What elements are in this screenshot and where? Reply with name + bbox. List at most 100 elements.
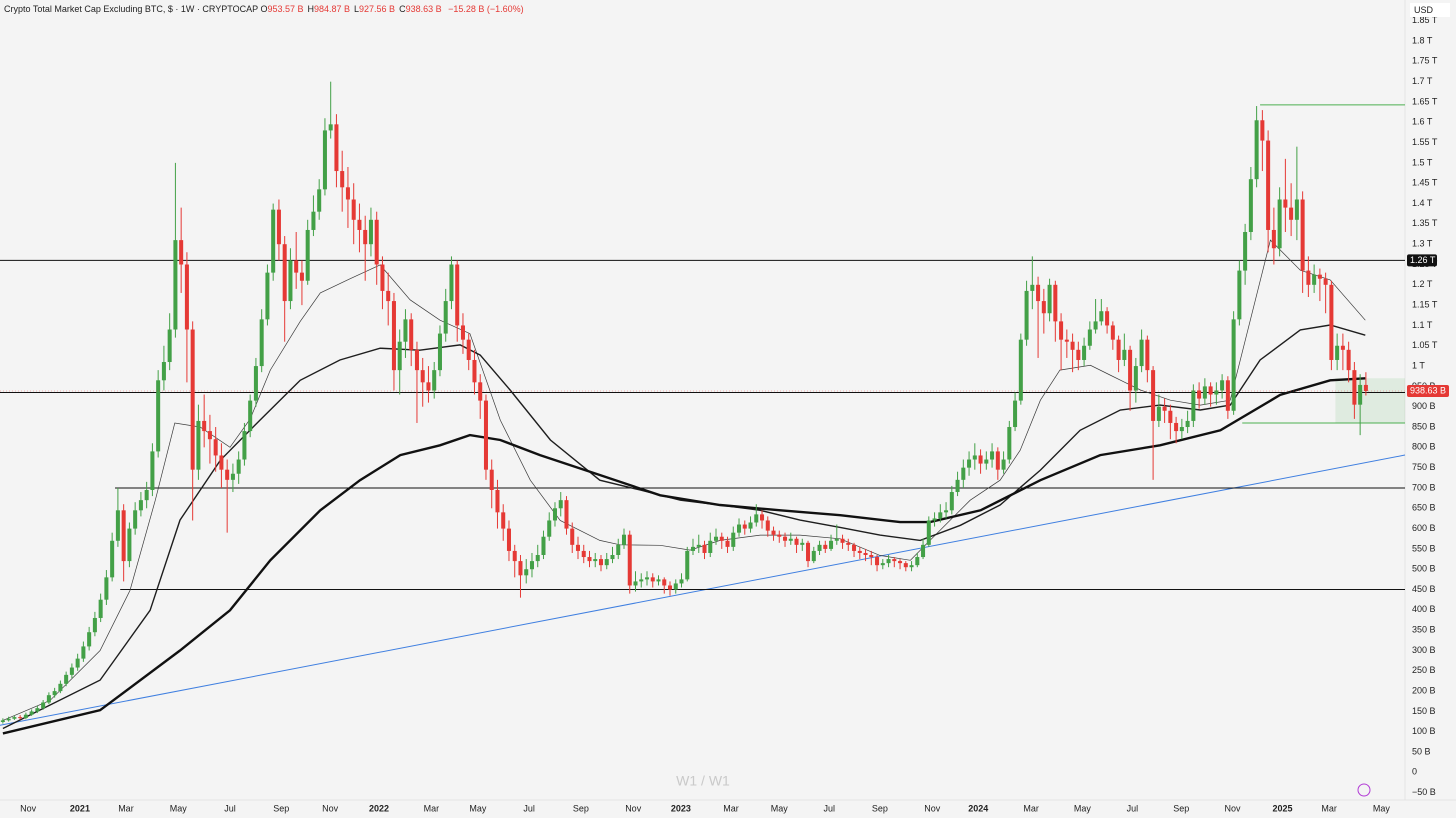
candle-body [765, 520, 770, 531]
candle-body [754, 514, 759, 523]
candle [1174, 416, 1179, 444]
y-tick-label: 300 B [1412, 645, 1436, 655]
candle-body [1059, 321, 1064, 340]
candle [1243, 223, 1248, 285]
candle [311, 195, 316, 237]
candle [1093, 299, 1098, 334]
candle [949, 485, 954, 515]
candle [368, 207, 373, 257]
candle-body [1346, 349, 1351, 371]
candle [754, 504, 759, 527]
candle [1145, 335, 1150, 383]
ohlc-value: 938.63 B [405, 4, 442, 14]
candle-body [489, 469, 494, 490]
candle [1294, 146, 1299, 241]
candle-body [202, 420, 207, 432]
candle [875, 555, 880, 572]
candle [955, 471, 960, 497]
y-tick-label: 1.15 T [1412, 300, 1438, 310]
candle [811, 546, 816, 564]
candle [1001, 451, 1006, 474]
candle [386, 272, 391, 326]
y-tick-label: 200 B [1412, 685, 1436, 695]
x-tick-label: May [771, 803, 789, 813]
candle-body [547, 520, 552, 537]
currency-button[interactable]: USD [1410, 3, 1450, 17]
y-tick-label: 750 B [1412, 462, 1436, 472]
y-tick-label: 1.6 T [1412, 117, 1433, 127]
y-tick-label: 1.85 T [1412, 15, 1438, 25]
y-tick-label: 150 B [1412, 706, 1436, 716]
candle-body [87, 632, 92, 647]
candle [1151, 366, 1156, 480]
x-tick-label: Jul [824, 803, 836, 813]
ohlc-key: O [260, 4, 268, 14]
candle [512, 544, 517, 578]
candle-body [322, 130, 327, 190]
candle-body [840, 538, 845, 543]
candle [518, 555, 523, 598]
candle [639, 573, 644, 588]
candle [1041, 288, 1046, 334]
candle-body [23, 714, 28, 718]
level-label: 1.26 T [1410, 255, 1436, 265]
candle-body [742, 524, 747, 529]
candle [725, 536, 730, 553]
candle-body [731, 532, 736, 547]
candle-body [771, 530, 776, 535]
candle-body [823, 544, 828, 549]
y-tick-label: 0 [1412, 767, 1417, 777]
candle-body [788, 538, 793, 541]
candle-body [1082, 345, 1087, 360]
candle [1133, 357, 1138, 403]
candle [702, 540, 707, 560]
candle-body [161, 362, 166, 381]
candle [81, 641, 86, 662]
candle [305, 219, 310, 285]
candle-body [414, 349, 419, 371]
candle-body [478, 382, 483, 401]
candle-body [35, 708, 40, 712]
candle [748, 516, 753, 533]
candle-body [984, 459, 989, 464]
candle-body [1151, 370, 1156, 421]
candle-body [748, 522, 753, 529]
candle [598, 555, 604, 572]
candle-body [391, 301, 396, 371]
candle-body [512, 550, 517, 562]
candle-body [506, 528, 511, 551]
candle-body [380, 264, 385, 291]
candle [961, 459, 966, 488]
candle-body [1191, 390, 1196, 421]
candle-body [1064, 339, 1069, 342]
candle-body [432, 370, 437, 391]
candle-body [1133, 366, 1138, 391]
y-tick-label: 650 B [1412, 503, 1436, 513]
candle-body [1289, 207, 1294, 220]
candle [322, 118, 327, 196]
candle-body [1340, 345, 1345, 350]
candle [777, 530, 782, 543]
candle-body [633, 581, 638, 586]
candle-body [1363, 384, 1368, 392]
candle [6, 716, 11, 722]
candle [1312, 264, 1317, 293]
candle [248, 394, 253, 438]
x-tick-label: Nov [20, 803, 37, 813]
candle-body [1254, 120, 1259, 180]
candle-body [1283, 199, 1288, 208]
candle-body [1036, 284, 1041, 302]
candle [679, 573, 684, 588]
x-tick-label: 2021 [70, 803, 90, 813]
candle [18, 715, 23, 720]
candle-body [777, 534, 782, 537]
candle-body [1271, 229, 1276, 249]
candle-body [156, 380, 161, 452]
candle-body [875, 557, 880, 566]
candle [1271, 207, 1276, 265]
candle-body [1260, 120, 1265, 141]
x-tick-label: 2024 [968, 803, 988, 813]
y-tick-label: 1.3 T [1412, 239, 1433, 249]
candle-body [1225, 380, 1230, 411]
candle-body [800, 542, 805, 545]
